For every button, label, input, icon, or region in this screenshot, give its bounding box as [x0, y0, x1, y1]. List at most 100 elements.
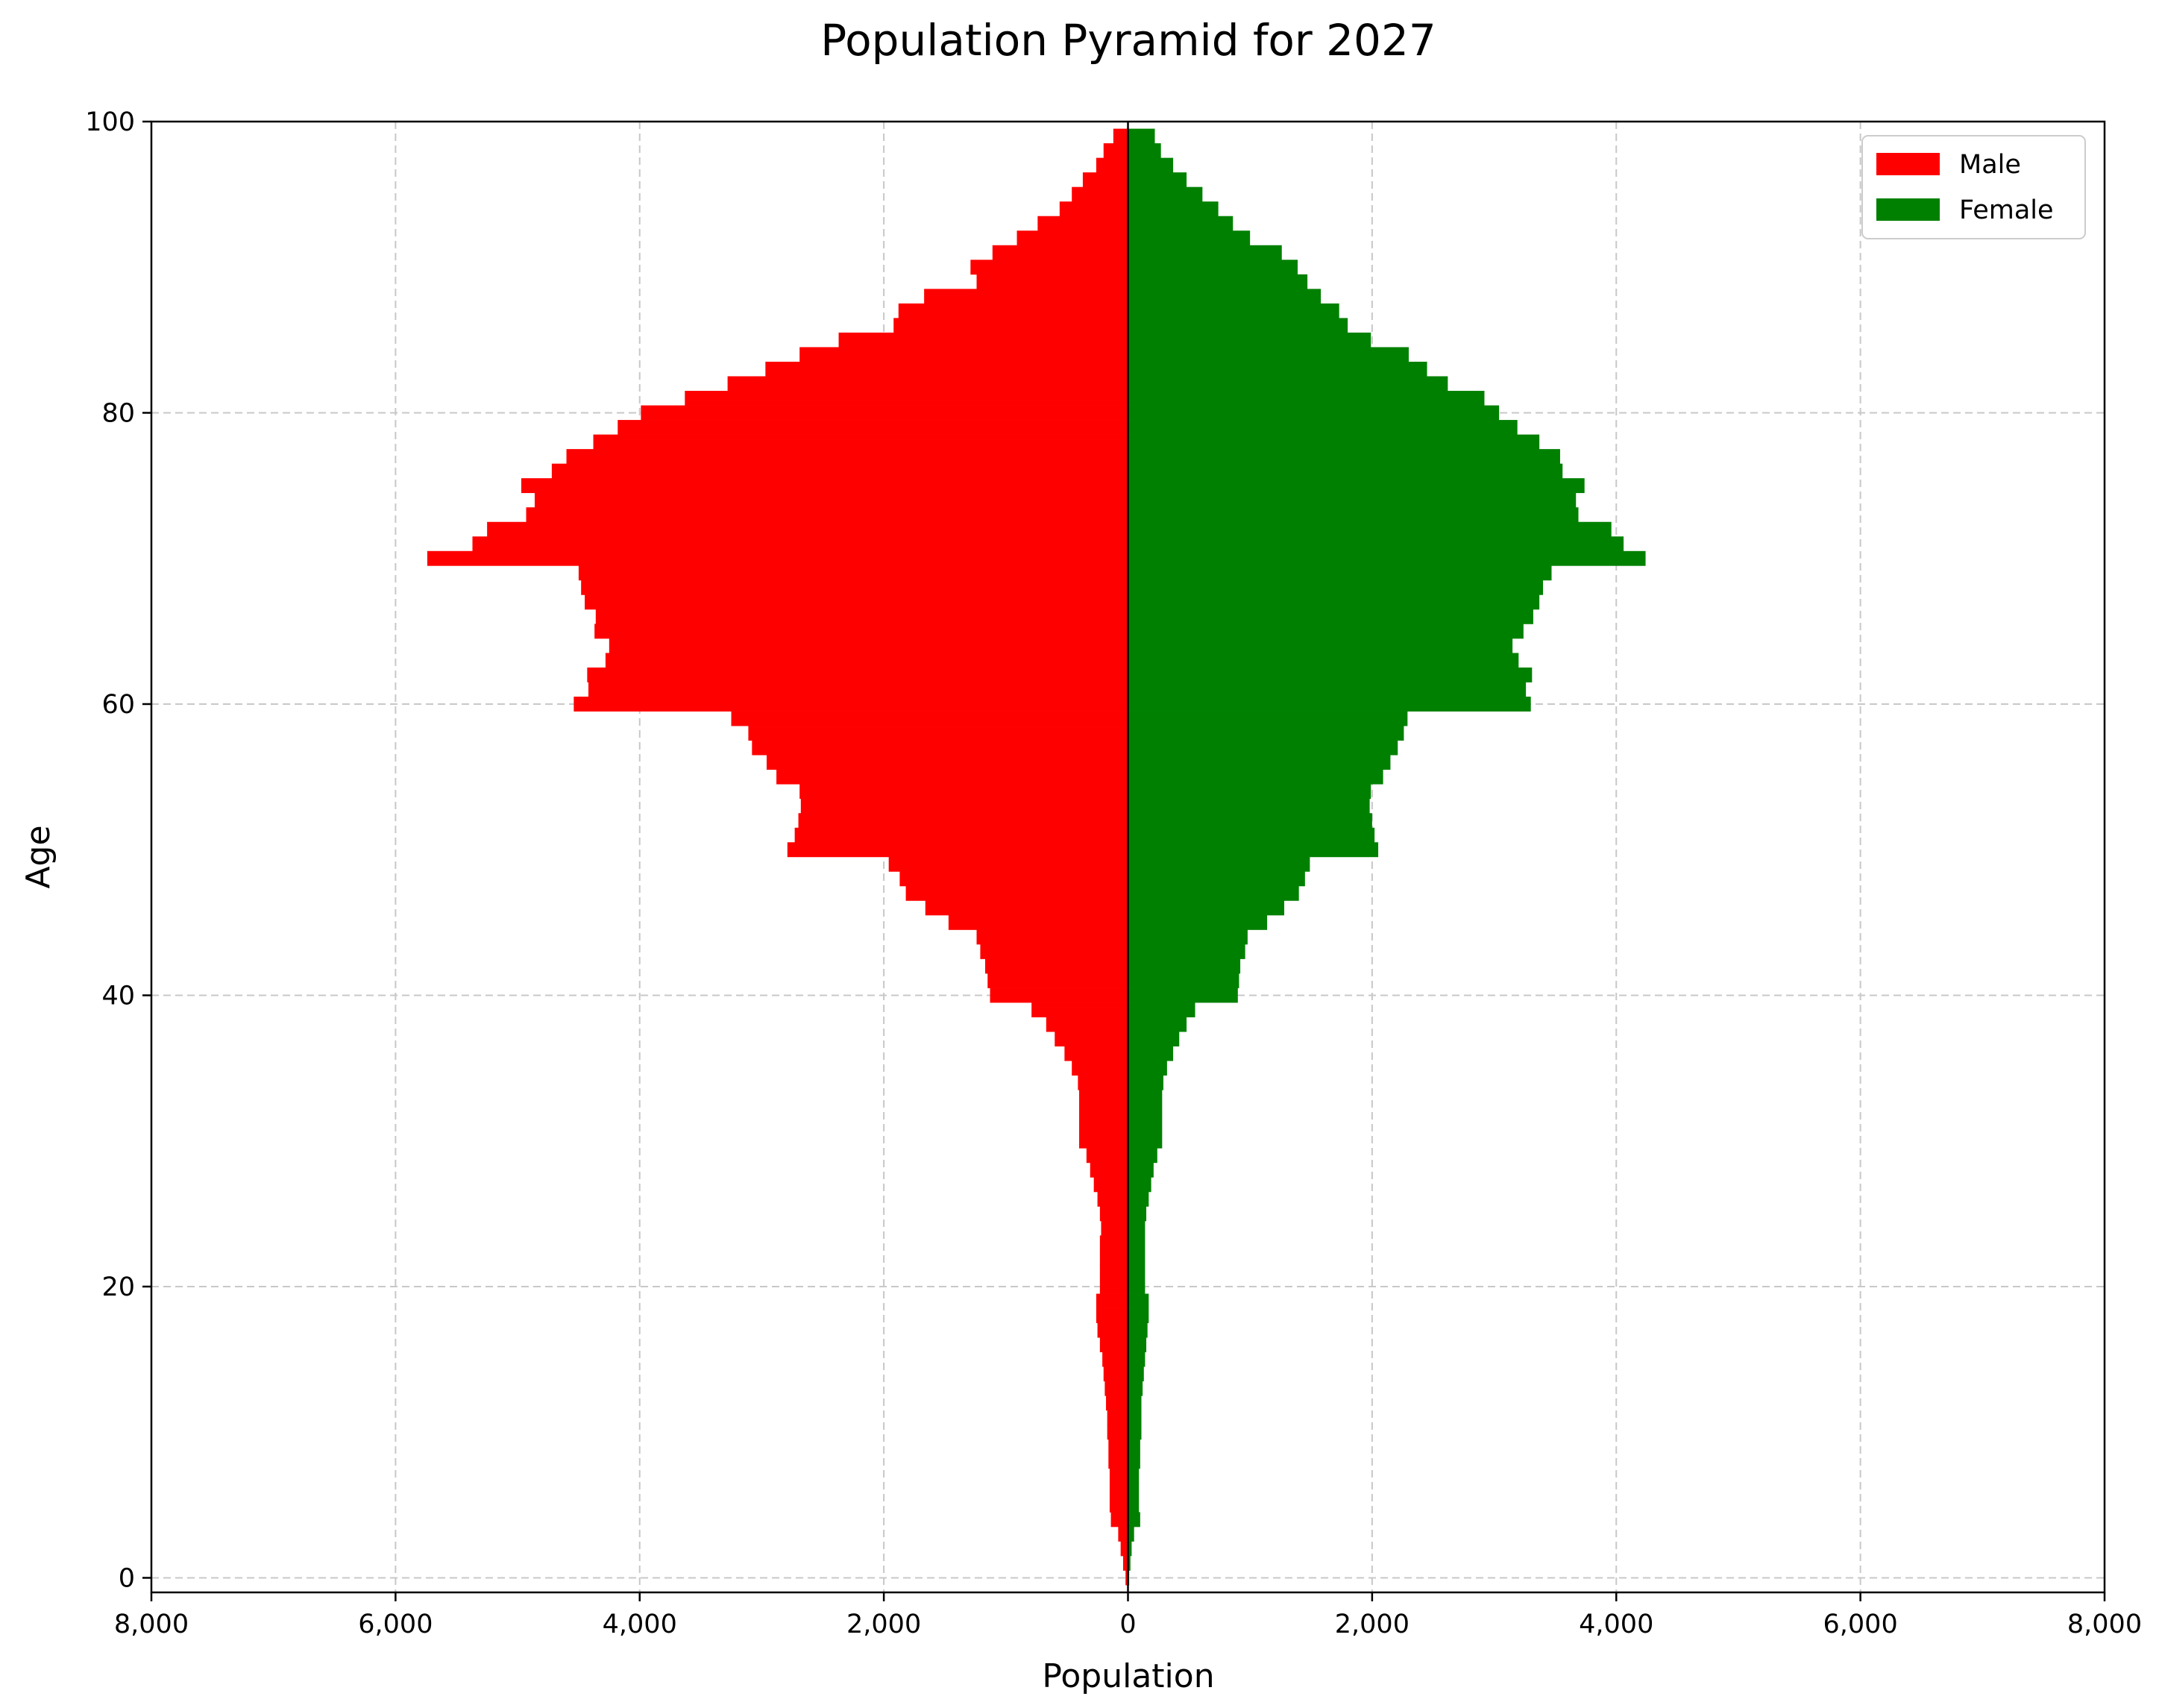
bar-female — [1128, 594, 1540, 610]
bar-female — [1128, 667, 1533, 682]
bar-female — [1128, 1395, 1142, 1411]
bar-female — [1128, 274, 1308, 289]
bar-male — [776, 769, 1128, 785]
bar-male — [748, 726, 1128, 741]
bar-female — [1128, 1002, 1195, 1017]
legend-swatch-male — [1876, 153, 1940, 175]
x-axis-ticks: 8,000 6,000 4,000 2,000 0 2,000 4,000 6,000 8,00… — [114, 1592, 2142, 1639]
bar-male — [595, 609, 1128, 624]
bar-female — [1128, 1061, 1167, 1076]
bar-male — [976, 929, 1128, 945]
bar-female — [1128, 1148, 1157, 1164]
bar-female — [1128, 885, 1299, 901]
bar-male — [1059, 201, 1128, 217]
y-axis-ticks: 0 20 40 60 80 100 — [85, 107, 151, 1593]
bar-female — [1128, 1279, 1146, 1294]
bar-female — [1128, 1046, 1174, 1061]
bar-female — [1128, 1032, 1180, 1047]
bar-female — [1128, 973, 1239, 988]
bar-female — [1128, 1497, 1140, 1513]
bar-female — [1128, 1526, 1134, 1542]
bar-male — [798, 813, 1128, 829]
bar-male — [685, 391, 1128, 406]
bar-male — [609, 638, 1128, 653]
bar-female — [1128, 1351, 1146, 1367]
bar-male — [1031, 1002, 1128, 1017]
bar-female — [1128, 711, 1408, 726]
bar-male — [980, 944, 1128, 959]
bar-male — [1072, 1061, 1128, 1076]
bar-female — [1128, 944, 1245, 959]
bar-female — [1128, 478, 1585, 494]
bar-male — [1101, 1220, 1128, 1236]
bar-female — [1128, 900, 1285, 916]
bar-female — [1128, 1381, 1143, 1396]
legend-label-male: Male — [1959, 150, 2021, 180]
bar-male — [1103, 1366, 1128, 1382]
bar-female — [1128, 1177, 1151, 1193]
bar-male — [899, 871, 1128, 887]
x-tick-label: 6,000 — [1823, 1610, 1898, 1639]
bar-female — [1128, 1308, 1149, 1323]
bar-male — [970, 260, 1128, 275]
bar-female — [1128, 1249, 1146, 1265]
bar-male — [588, 682, 1128, 697]
bar-male — [1108, 1454, 1128, 1469]
legend-swatch-female — [1876, 198, 1940, 221]
bar-male — [893, 318, 1128, 333]
bar-male — [1016, 230, 1128, 246]
bar-female — [1128, 245, 1282, 260]
bar-male — [1108, 1439, 1128, 1454]
bar-female — [1128, 449, 1560, 465]
bar-male — [787, 842, 1128, 858]
bar-male — [1106, 1395, 1128, 1411]
bar-male — [727, 376, 1128, 392]
x-tick-label: 0 — [1119, 1610, 1136, 1639]
bar-female — [1128, 260, 1298, 275]
bar-female — [1128, 1483, 1140, 1498]
bar-male — [1079, 1133, 1128, 1149]
bar-male — [534, 492, 1128, 508]
bar-female — [1128, 784, 1371, 800]
y-tick-label: 0 — [119, 1563, 135, 1593]
bar-male — [594, 624, 1128, 639]
bar-male — [578, 565, 1128, 581]
bar-female — [1128, 1454, 1140, 1469]
bar-female — [1128, 769, 1383, 785]
bar-male — [1104, 1381, 1128, 1396]
bar-male — [1086, 1148, 1128, 1164]
bar-female — [1128, 216, 1234, 231]
bar-male — [1055, 1032, 1128, 1047]
bar-female — [1128, 1293, 1149, 1309]
bar-male — [487, 521, 1128, 537]
bar-female — [1128, 492, 1577, 508]
bar-male — [1078, 1075, 1128, 1090]
bar-female — [1128, 1555, 1131, 1571]
bar-female — [1128, 871, 1305, 887]
legend: Male Female — [1861, 135, 2086, 239]
bar-male — [573, 697, 1128, 712]
bar-male — [1096, 157, 1128, 173]
bar-female — [1128, 914, 1268, 930]
bar-female — [1128, 1425, 1142, 1440]
x-tick-label: 4,000 — [1579, 1610, 1653, 1639]
bar-female — [1128, 856, 1310, 872]
bar-male — [905, 885, 1128, 901]
bar-male — [1099, 1206, 1128, 1222]
bar-male — [1096, 1293, 1128, 1309]
bar-female — [1128, 143, 1161, 159]
bar-male — [766, 755, 1128, 770]
bar-female — [1128, 303, 1339, 318]
y-tick-label: 60 — [101, 690, 135, 720]
y-tick-label: 80 — [101, 398, 135, 428]
bar-male — [1107, 1425, 1128, 1440]
bar-female — [1128, 1541, 1132, 1557]
bar-female — [1128, 653, 1519, 668]
bar-female — [1128, 958, 1241, 974]
bar-male — [1099, 1279, 1128, 1294]
bar-male — [427, 550, 1128, 566]
bar-male — [1099, 1337, 1128, 1353]
bar-female — [1128, 1337, 1147, 1353]
bar-male — [1046, 1017, 1128, 1032]
